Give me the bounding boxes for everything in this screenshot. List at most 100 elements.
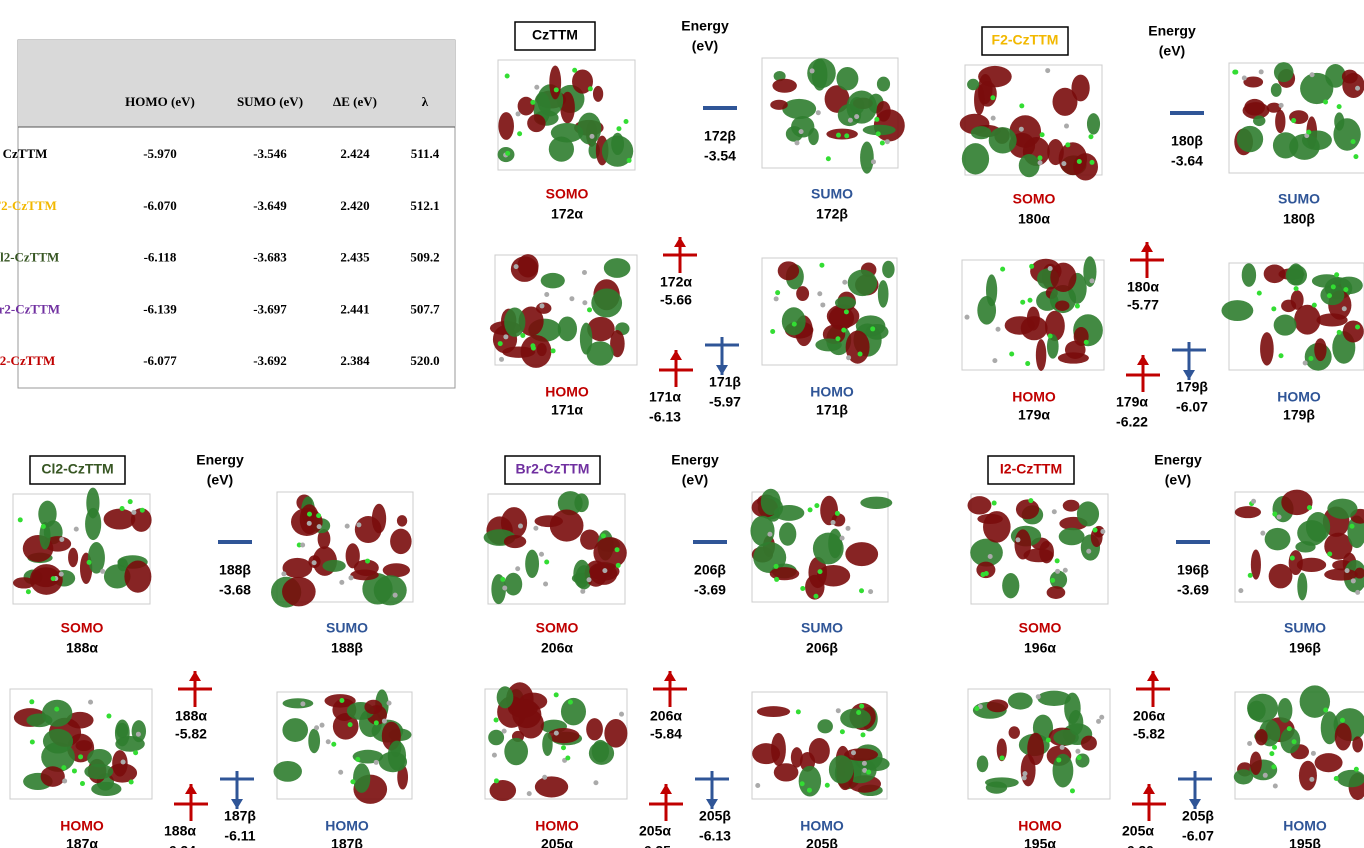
orbital-type: SOMO	[1019, 620, 1062, 636]
orbital-type: HOMO	[1277, 389, 1321, 405]
atom	[72, 768, 77, 773]
atom	[1077, 159, 1082, 164]
orbital-lobe	[1300, 685, 1330, 717]
atom	[140, 508, 145, 513]
row-name: I2-CzTTM	[0, 353, 55, 368]
atom	[500, 577, 505, 582]
orbital-lobe	[840, 708, 871, 728]
orbital-lobe	[1081, 736, 1097, 751]
level-energy: -6.07	[1182, 828, 1214, 844]
orbital-type: SUMO	[1284, 620, 1326, 636]
page: HOMO (eV)SUMO (eV)ΔE (eV)λCzTTM-5.970-3.…	[0, 0, 1364, 848]
atom	[1342, 306, 1347, 311]
orbital-lobe	[43, 729, 73, 754]
atom	[320, 723, 325, 728]
atom	[59, 572, 64, 577]
level-energy: -6.24	[164, 843, 196, 848]
atom	[807, 788, 812, 793]
level-energy: -5.84	[650, 726, 682, 742]
table-cell: -3.683	[253, 250, 287, 265]
atom	[1263, 773, 1268, 778]
atom	[338, 770, 343, 775]
orbital-lobe	[353, 763, 370, 793]
atom	[874, 117, 879, 122]
table-header-bg	[18, 40, 455, 127]
table-header: λ	[422, 94, 429, 109]
atom	[587, 577, 592, 582]
atom	[133, 750, 138, 755]
atom	[593, 780, 598, 785]
atom	[813, 594, 818, 599]
level-energy: -3.69	[1177, 582, 1209, 598]
table-cell: -6.077	[143, 353, 177, 368]
atom	[842, 280, 847, 285]
orbital-lobe	[383, 563, 410, 577]
orbital-lobe	[983, 511, 1011, 543]
orbital-lobe	[308, 729, 320, 754]
atom	[300, 701, 305, 706]
orbital-lobe	[1053, 754, 1074, 788]
orbital-lobe	[1300, 73, 1333, 104]
orbital-lobe	[779, 522, 796, 545]
level-orbital: 187β	[224, 808, 256, 824]
level-energy: -6.13	[649, 409, 681, 425]
atom	[539, 552, 544, 557]
orbital-lobe	[68, 548, 78, 567]
orbital-lobe	[504, 573, 522, 596]
orbital-lobe	[1334, 112, 1344, 130]
orbital-lobe	[860, 141, 874, 173]
orbital-lobe	[791, 116, 814, 138]
atom	[820, 302, 825, 307]
atom	[854, 114, 859, 119]
level-orbital: 179α	[1116, 394, 1148, 410]
level-energy: -6.25	[639, 843, 671, 848]
atom	[1260, 531, 1265, 536]
level-orbital: 206α	[1133, 708, 1165, 724]
orbital-lobe	[860, 497, 892, 509]
atom	[767, 532, 772, 537]
atom	[1060, 745, 1065, 750]
orbital-type: HOMO	[535, 818, 579, 834]
orbital-type: SUMO	[801, 620, 843, 636]
orbital-lobe	[1327, 499, 1357, 519]
panel-title: F2-CzTTM	[992, 32, 1059, 48]
table-cell: -5.970	[143, 146, 177, 161]
orbital-lobe	[42, 700, 72, 727]
level-orbital: 179β	[1176, 379, 1208, 395]
atom	[1061, 161, 1066, 166]
orbital-lobe	[1068, 710, 1083, 735]
orbital-lobe	[1235, 506, 1261, 518]
orbital-name: 180α	[1018, 211, 1050, 227]
orbital-type: HOMO	[325, 818, 369, 834]
orbital-lobe	[85, 508, 101, 540]
panel-title: CzTTM	[532, 27, 578, 43]
table-cell: 2.384	[340, 353, 370, 368]
atom	[1009, 351, 1014, 356]
atom	[856, 710, 861, 715]
orbital-lobe	[604, 719, 627, 748]
atom	[520, 333, 525, 338]
atom	[1000, 267, 1005, 272]
atom	[589, 134, 594, 139]
orbital-lobe	[104, 509, 136, 530]
orbital-lobe	[985, 777, 1019, 787]
orbital-lobe	[820, 496, 838, 526]
atom	[580, 589, 585, 594]
atom	[844, 309, 849, 314]
level-orbital: 206β	[694, 562, 726, 578]
orbital-type: HOMO	[60, 818, 104, 834]
orbital-lobe	[504, 535, 526, 548]
atom	[602, 568, 607, 573]
atom	[799, 129, 804, 134]
atom	[1310, 72, 1315, 77]
orbital-lobe	[782, 307, 806, 335]
atom	[1306, 130, 1311, 135]
level-orbital: 171β	[709, 374, 741, 390]
table-cell: 507.7	[410, 301, 440, 316]
atom	[1075, 304, 1080, 309]
orbital-lobe	[374, 575, 407, 605]
orbital-lobe	[291, 508, 323, 536]
atom	[1020, 300, 1025, 305]
orbital-lobe	[835, 297, 856, 309]
atom	[565, 756, 570, 761]
